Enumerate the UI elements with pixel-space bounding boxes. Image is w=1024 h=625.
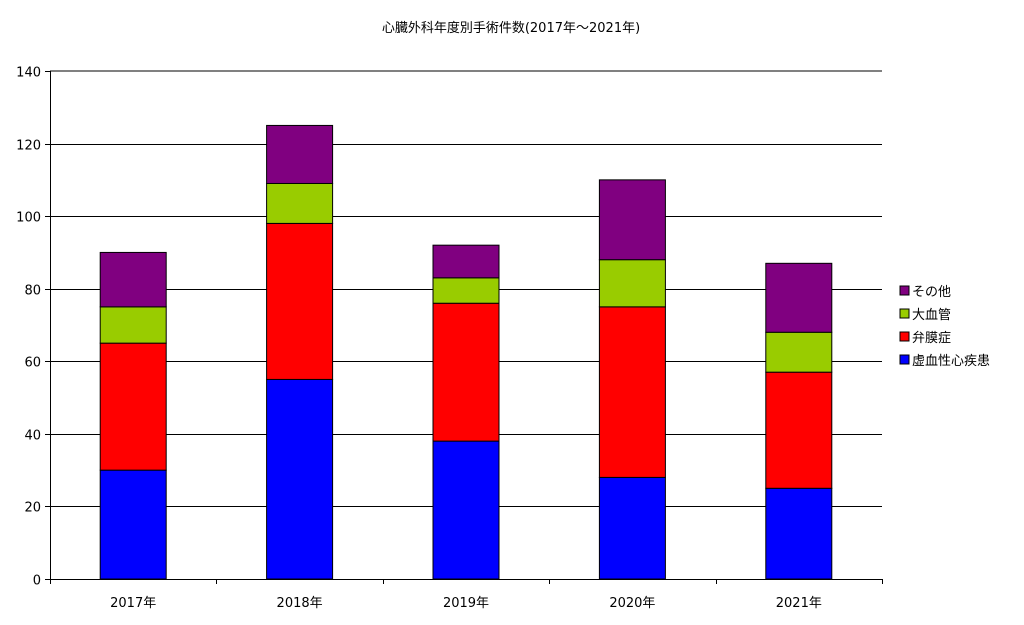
bars xyxy=(99,124,833,580)
bar-segment xyxy=(432,244,500,279)
x-tick-label: 2019年 xyxy=(443,596,489,611)
chart-title: 心臓外科年度別手術件数(2017年～2021年) xyxy=(382,20,640,36)
legend-swatch xyxy=(899,331,910,342)
x-tick-label: 2018年 xyxy=(277,596,323,611)
bar-segment xyxy=(598,306,666,478)
bar-segment xyxy=(266,182,334,224)
y-tick-label: 140 xyxy=(16,66,41,81)
legend-label: 弁膜症 xyxy=(912,331,951,346)
bar-segment xyxy=(432,440,500,580)
y-tick-label: 80 xyxy=(24,284,41,299)
bar-segment xyxy=(765,331,833,373)
y-tick-label: 40 xyxy=(24,429,41,444)
bar-segment xyxy=(432,277,500,304)
y-tick-label: 60 xyxy=(24,356,41,371)
legend-label: 虚血性心疾患 xyxy=(912,354,990,369)
x-tick-label: 2017年 xyxy=(110,596,156,611)
bar-segment xyxy=(598,476,666,580)
legend-swatch xyxy=(899,285,910,296)
bar-segment xyxy=(99,469,167,580)
legend-label: 大血管 xyxy=(912,308,951,323)
bar-segment xyxy=(266,222,334,380)
bar-segment xyxy=(432,302,500,442)
bar-segment xyxy=(598,259,666,308)
bar-segment xyxy=(765,487,833,580)
y-tick-label: 100 xyxy=(16,211,41,226)
y-tick-label: 120 xyxy=(16,139,41,154)
bar-segment xyxy=(266,124,334,184)
x-tick-label: 2021年 xyxy=(776,596,822,611)
bar-segment xyxy=(765,262,833,333)
legend-swatch xyxy=(899,308,910,319)
y-tick-label: 20 xyxy=(24,501,41,516)
bar-segment xyxy=(99,306,167,344)
axes: 0 20 40 60 80 100 120 140 2017年 2018年 2019年 2020年 20… xyxy=(16,66,883,611)
x-tick-label: 2020年 xyxy=(609,596,655,611)
bar-segment xyxy=(99,251,167,308)
bar-segment xyxy=(598,179,666,261)
legend-swatch xyxy=(899,354,910,365)
bar-segment xyxy=(266,378,334,580)
y-tick-label: 0 xyxy=(33,574,41,589)
legend-label: その他 xyxy=(912,285,951,300)
bar-segment xyxy=(765,371,833,489)
bar-segment xyxy=(99,342,167,471)
